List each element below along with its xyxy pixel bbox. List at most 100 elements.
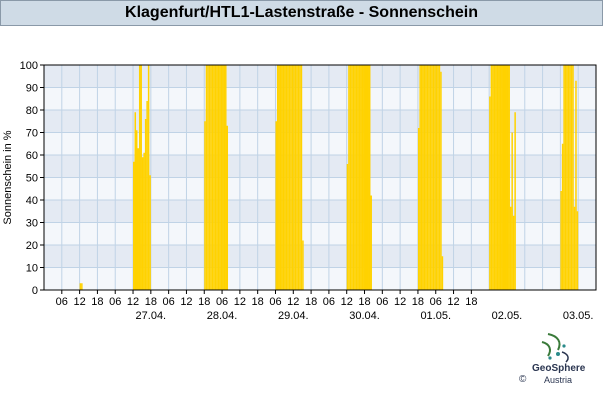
sunshine-bar — [290, 65, 292, 290]
sunshine-bar — [364, 65, 367, 290]
sunshine-bar — [204, 121, 206, 290]
sunshine-bar — [346, 164, 349, 290]
sunshine-bar — [220, 65, 223, 290]
grid-band — [44, 245, 596, 268]
sunshine-bar — [133, 161, 135, 290]
x-tick-label: 06 — [56, 296, 68, 308]
sunshine-bar — [511, 132, 513, 290]
x-tick-label: 12 — [73, 296, 85, 308]
chart-title: Klagenfurt/HTL1-Lastenstraße - Sonnensch… — [125, 4, 478, 21]
sunshine-bar — [208, 65, 211, 290]
sunshine-bar — [279, 65, 282, 290]
sunshine-bar — [431, 65, 433, 290]
sunshine-bar — [147, 65, 150, 290]
sunshine-bar — [506, 65, 509, 290]
sunshine-bar — [572, 65, 574, 290]
sunshine-bar — [79, 283, 82, 290]
sunshine-bar — [358, 65, 361, 290]
sunshine-bar — [576, 211, 579, 290]
x-day-label: 01.05. — [420, 310, 451, 322]
sunshine-bar — [561, 143, 564, 290]
sunshine-bar — [275, 121, 277, 290]
sunshine-bar — [438, 65, 441, 290]
x-tick-label: 12 — [341, 296, 353, 308]
geosphere-logo-icon — [541, 333, 569, 363]
sunshine-bar — [502, 65, 505, 290]
grid-band — [44, 177, 596, 200]
sunshine-bar — [492, 65, 494, 290]
x-tick-label: 12 — [447, 296, 459, 308]
x-tick-label: 06 — [376, 296, 388, 308]
sunshine-bar — [354, 65, 356, 290]
sunshine-bar — [149, 175, 151, 290]
sunshine-bar — [499, 65, 502, 290]
sunshine-bar — [434, 65, 436, 290]
sunshine-bar — [296, 65, 298, 290]
sunshine-bar — [423, 65, 426, 290]
sunshine-bar — [363, 65, 365, 290]
x-day-label: 30.04. — [349, 310, 380, 322]
sunshine-bar — [508, 65, 510, 290]
sunshine-bar — [134, 112, 137, 290]
sunshine-bar — [351, 65, 353, 290]
y-axis-label: Sonnenschein in % — [2, 130, 14, 224]
sunshine-bar — [512, 215, 515, 290]
grid-band — [44, 200, 596, 223]
sunshine-bar — [425, 65, 427, 290]
sunshine-bar — [302, 240, 304, 290]
sunshine-bar — [294, 65, 297, 290]
sunshine-bar — [300, 65, 303, 290]
sunshine-bar — [226, 125, 229, 290]
sunshine-bar — [140, 65, 142, 290]
y-tick-label: 70 — [26, 128, 38, 140]
x-tick-label: 18 — [145, 296, 157, 308]
x-tick-label: 06 — [163, 296, 175, 308]
sunshine-bar — [435, 65, 438, 290]
sunshine-bar — [370, 195, 372, 290]
sunshine-bar — [417, 128, 420, 290]
sunshine-bar — [207, 65, 209, 290]
sunshine-bar — [136, 130, 138, 290]
sunshine-bar — [569, 65, 571, 290]
x-tick-label: 18 — [465, 296, 477, 308]
sunshine-bar — [360, 65, 362, 290]
sunshine-bar — [291, 65, 294, 290]
y-tick-label: 40 — [26, 195, 38, 207]
sunshine-bar — [501, 65, 503, 290]
y-tick-label: 100 — [20, 60, 38, 72]
sunshine-bar — [490, 65, 493, 290]
x-day-label: 03.05. — [563, 310, 594, 322]
sunshine-bar — [297, 65, 300, 290]
grid-band — [44, 155, 596, 178]
x-tick-label: 18 — [358, 296, 370, 308]
sunshine-bar — [573, 206, 576, 290]
sunshine-bar — [211, 65, 214, 290]
y-tick-label: 60 — [26, 150, 38, 162]
sunshine-bar — [495, 65, 497, 290]
sunshine-bar — [563, 65, 565, 290]
sunshine-bar — [440, 71, 442, 290]
sunshine-bar — [366, 65, 368, 290]
grid-band — [44, 87, 596, 110]
sunshine-bar — [367, 65, 369, 290]
grid-band — [44, 65, 596, 88]
sunshine-bar — [493, 65, 496, 290]
sunshine-bar — [276, 65, 279, 290]
sunshine-bar — [223, 65, 226, 290]
y-tick-label: 50 — [26, 173, 38, 185]
sunshine-bar — [357, 65, 359, 290]
sunshine-bar — [288, 65, 291, 290]
sunshine-bar — [216, 65, 218, 290]
sunshine-bar — [219, 65, 221, 290]
title-bar: Klagenfurt/HTL1-Lastenstraße - Sonnensch… — [0, 0, 603, 26]
x-tick-label: 06 — [216, 296, 228, 308]
sunshine-bar — [420, 65, 423, 290]
grid-band — [44, 132, 596, 155]
sunshine-bar — [349, 65, 352, 290]
x-tick-label: 12 — [127, 296, 139, 308]
sunshine-bar — [81, 283, 83, 290]
x-day-label: 29.04. — [278, 310, 309, 322]
sunshine-bar — [437, 65, 439, 290]
sunshine-bar — [368, 65, 371, 290]
y-tick-label: 10 — [26, 263, 38, 275]
